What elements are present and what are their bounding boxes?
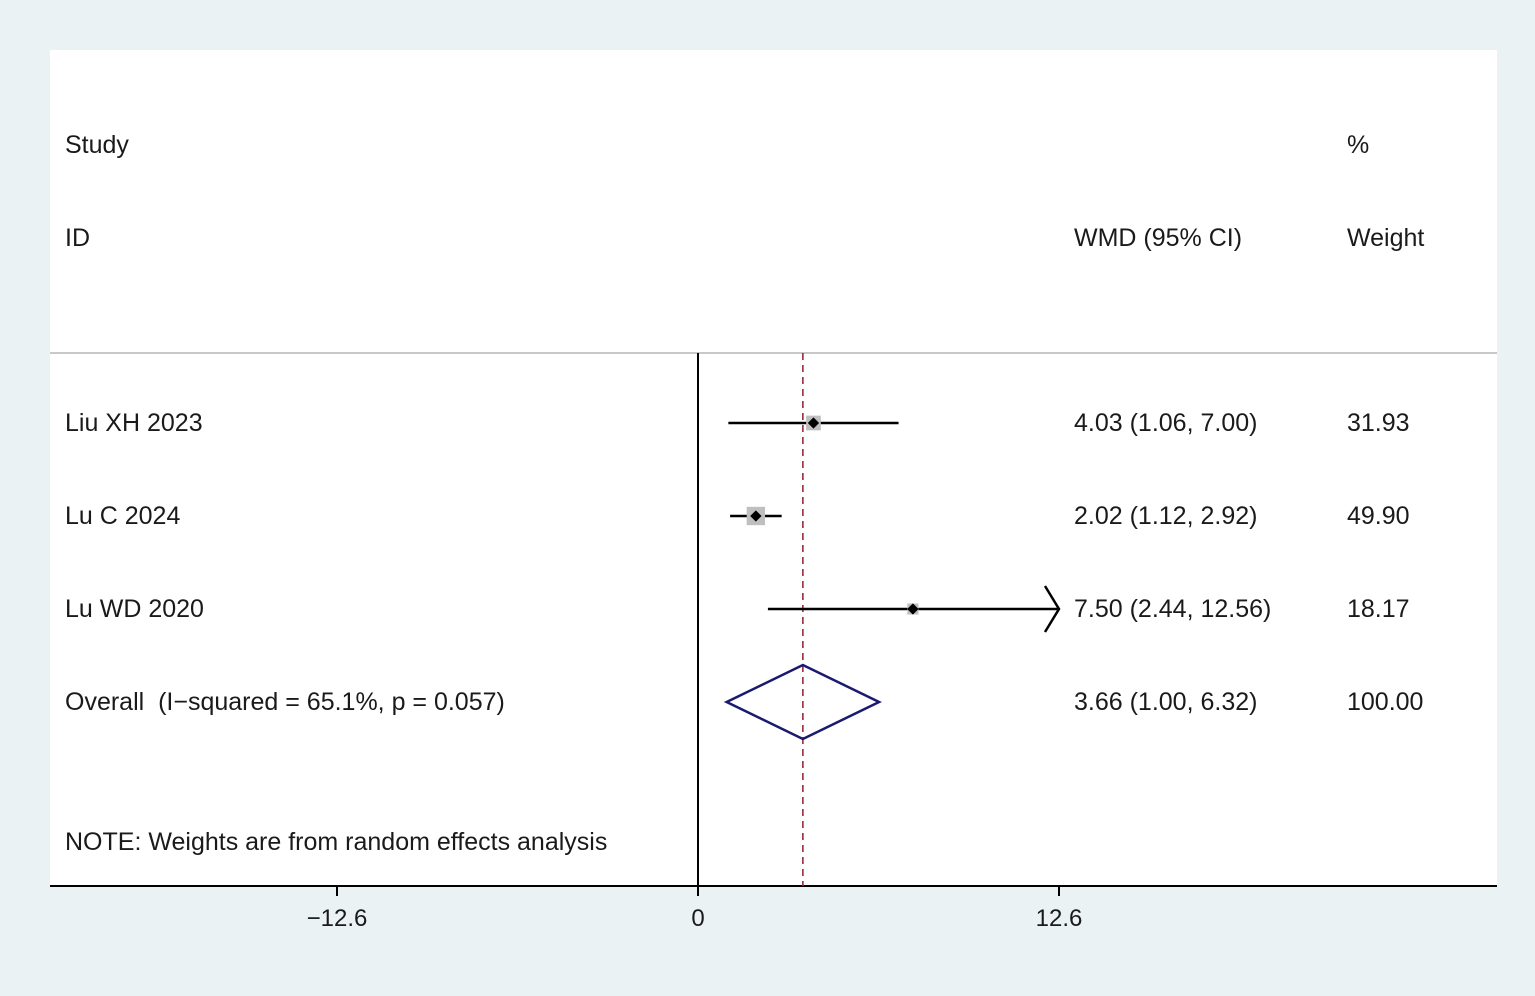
overall-weight: 100.00 (1347, 688, 1424, 716)
study-weight-1: 31.93 (1347, 409, 1410, 437)
x-tick-label-2: 0 (691, 905, 705, 932)
header-study: Study (65, 131, 129, 159)
point-estimate-1 (807, 417, 820, 429)
plot-panel: Study ID WMD (95% CI) % Weight Liu XH 20… (50, 50, 1497, 931)
weights-note: NOTE: Weights are from random effects an… (65, 828, 608, 856)
point-estimate-3 (907, 603, 919, 615)
overall-ci: 3.66 (1.00, 6.32) (1074, 688, 1258, 716)
study-label-3: Lu WD 2020 (65, 595, 204, 623)
x-tick-label-1: −12.6 (306, 905, 368, 932)
study-ci-1: 4.03 (1.06, 7.00) (1074, 409, 1258, 437)
overall-diamond (723, 663, 882, 741)
header-id: ID (65, 224, 90, 252)
study-ci-2: 2.02 (1.12, 2.92) (1074, 502, 1258, 530)
study-weight-3: 18.17 (1347, 595, 1410, 623)
header-weight-pct: % (1347, 131, 1370, 159)
study-weight-2: 49.90 (1347, 502, 1410, 530)
study-label-2: Lu C 2024 (65, 502, 181, 530)
overall-label: Overall (I−squared = 65.1%, p = 0.057) (65, 688, 505, 716)
study-label-1: Liu XH 2023 (65, 409, 203, 437)
forest-plot-svg (50, 352, 1497, 896)
x-tick-label-3: 12.6 (1035, 905, 1083, 932)
point-estimate-2 (750, 510, 762, 522)
header-effect: WMD (95% CI) (1074, 224, 1243, 252)
study-ci-3: 7.50 (2.44, 12.56) (1074, 595, 1272, 623)
header-weight: Weight (1347, 224, 1425, 252)
ci-arrow-3 (1043, 585, 1061, 633)
